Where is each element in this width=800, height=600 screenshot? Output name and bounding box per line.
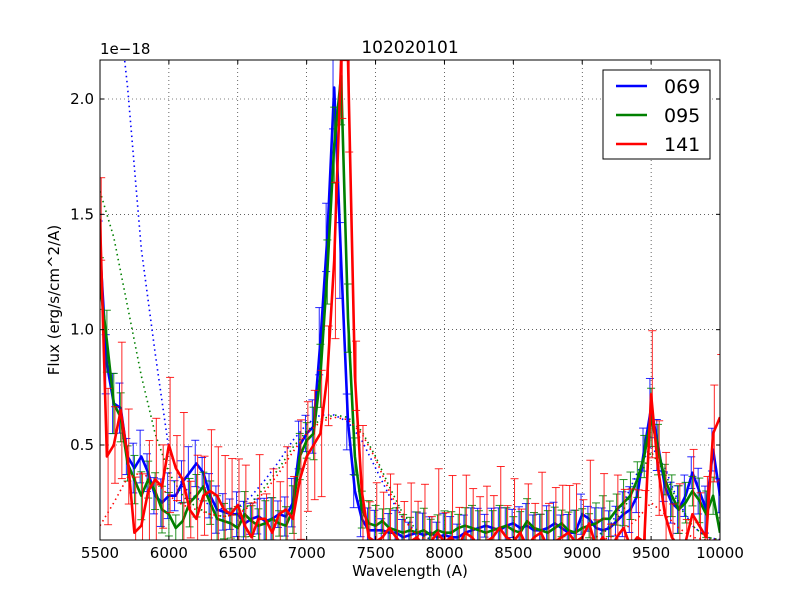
axis-ticks: 5500 6000 6500 7000 7500 8000 8500 9000 9500 1000… bbox=[70, 60, 744, 562]
y-axis-label: Flux (erg/s/cm^2/A) bbox=[45, 225, 63, 376]
chart-title: 102020101 bbox=[361, 38, 458, 58]
x-tick-label: 8000 bbox=[425, 544, 463, 562]
y-tick-label: 2.0 bbox=[70, 90, 94, 108]
plot-frame bbox=[99, 59, 721, 541]
legend-label-095: 095 bbox=[664, 105, 700, 127]
x-tick-label: 9500 bbox=[632, 544, 670, 562]
y-offset-label: 1e−18 bbox=[100, 40, 150, 58]
y-tick-label: 1.0 bbox=[70, 321, 94, 339]
legend: 069 095 141 bbox=[602, 69, 711, 160]
x-tick-label: 10000 bbox=[696, 544, 744, 562]
series-line-141 bbox=[100, 60, 720, 540]
legend-label-141: 141 bbox=[664, 134, 700, 156]
x-tick-label: 7000 bbox=[288, 544, 326, 562]
x-tick-label: 9000 bbox=[563, 544, 601, 562]
x-tick-label: 8500 bbox=[494, 544, 532, 562]
x-tick-label: 7500 bbox=[356, 544, 394, 562]
x-axis-label: Wavelength (A) bbox=[352, 562, 468, 580]
y-tick-label: 1.5 bbox=[70, 205, 94, 223]
legend-label-069: 069 bbox=[664, 76, 700, 98]
series-line-095 bbox=[100, 74, 720, 537]
x-tick-label: 5500 bbox=[81, 544, 119, 562]
y-tick-label: 0.5 bbox=[70, 436, 94, 454]
plot-area bbox=[100, 60, 720, 540]
x-tick-label: 6500 bbox=[219, 544, 257, 562]
x-tick-label: 6000 bbox=[150, 544, 188, 562]
